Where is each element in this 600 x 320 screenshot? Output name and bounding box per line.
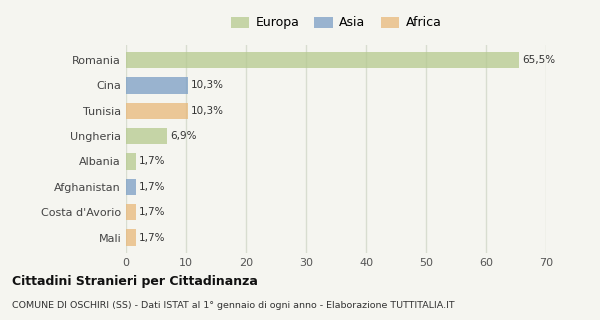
- Bar: [126, 179, 136, 195]
- Bar: [126, 52, 519, 68]
- Text: 6,9%: 6,9%: [170, 131, 197, 141]
- Legend: Europa, Asia, Africa: Europa, Asia, Africa: [227, 13, 445, 33]
- Text: 10,3%: 10,3%: [191, 106, 224, 116]
- Bar: [126, 153, 136, 170]
- Text: 1,7%: 1,7%: [139, 182, 166, 192]
- Bar: [126, 204, 136, 220]
- Bar: [126, 128, 167, 144]
- Text: 1,7%: 1,7%: [139, 207, 166, 217]
- Text: 1,7%: 1,7%: [139, 233, 166, 243]
- Bar: [126, 102, 188, 119]
- Text: 1,7%: 1,7%: [139, 156, 166, 166]
- Bar: [126, 77, 188, 94]
- Text: 65,5%: 65,5%: [522, 55, 555, 65]
- Text: 10,3%: 10,3%: [191, 80, 224, 90]
- Text: Cittadini Stranieri per Cittadinanza: Cittadini Stranieri per Cittadinanza: [12, 275, 258, 288]
- Bar: [126, 229, 136, 246]
- Text: COMUNE DI OSCHIRI (SS) - Dati ISTAT al 1° gennaio di ogni anno - Elaborazione TU: COMUNE DI OSCHIRI (SS) - Dati ISTAT al 1…: [12, 301, 455, 310]
